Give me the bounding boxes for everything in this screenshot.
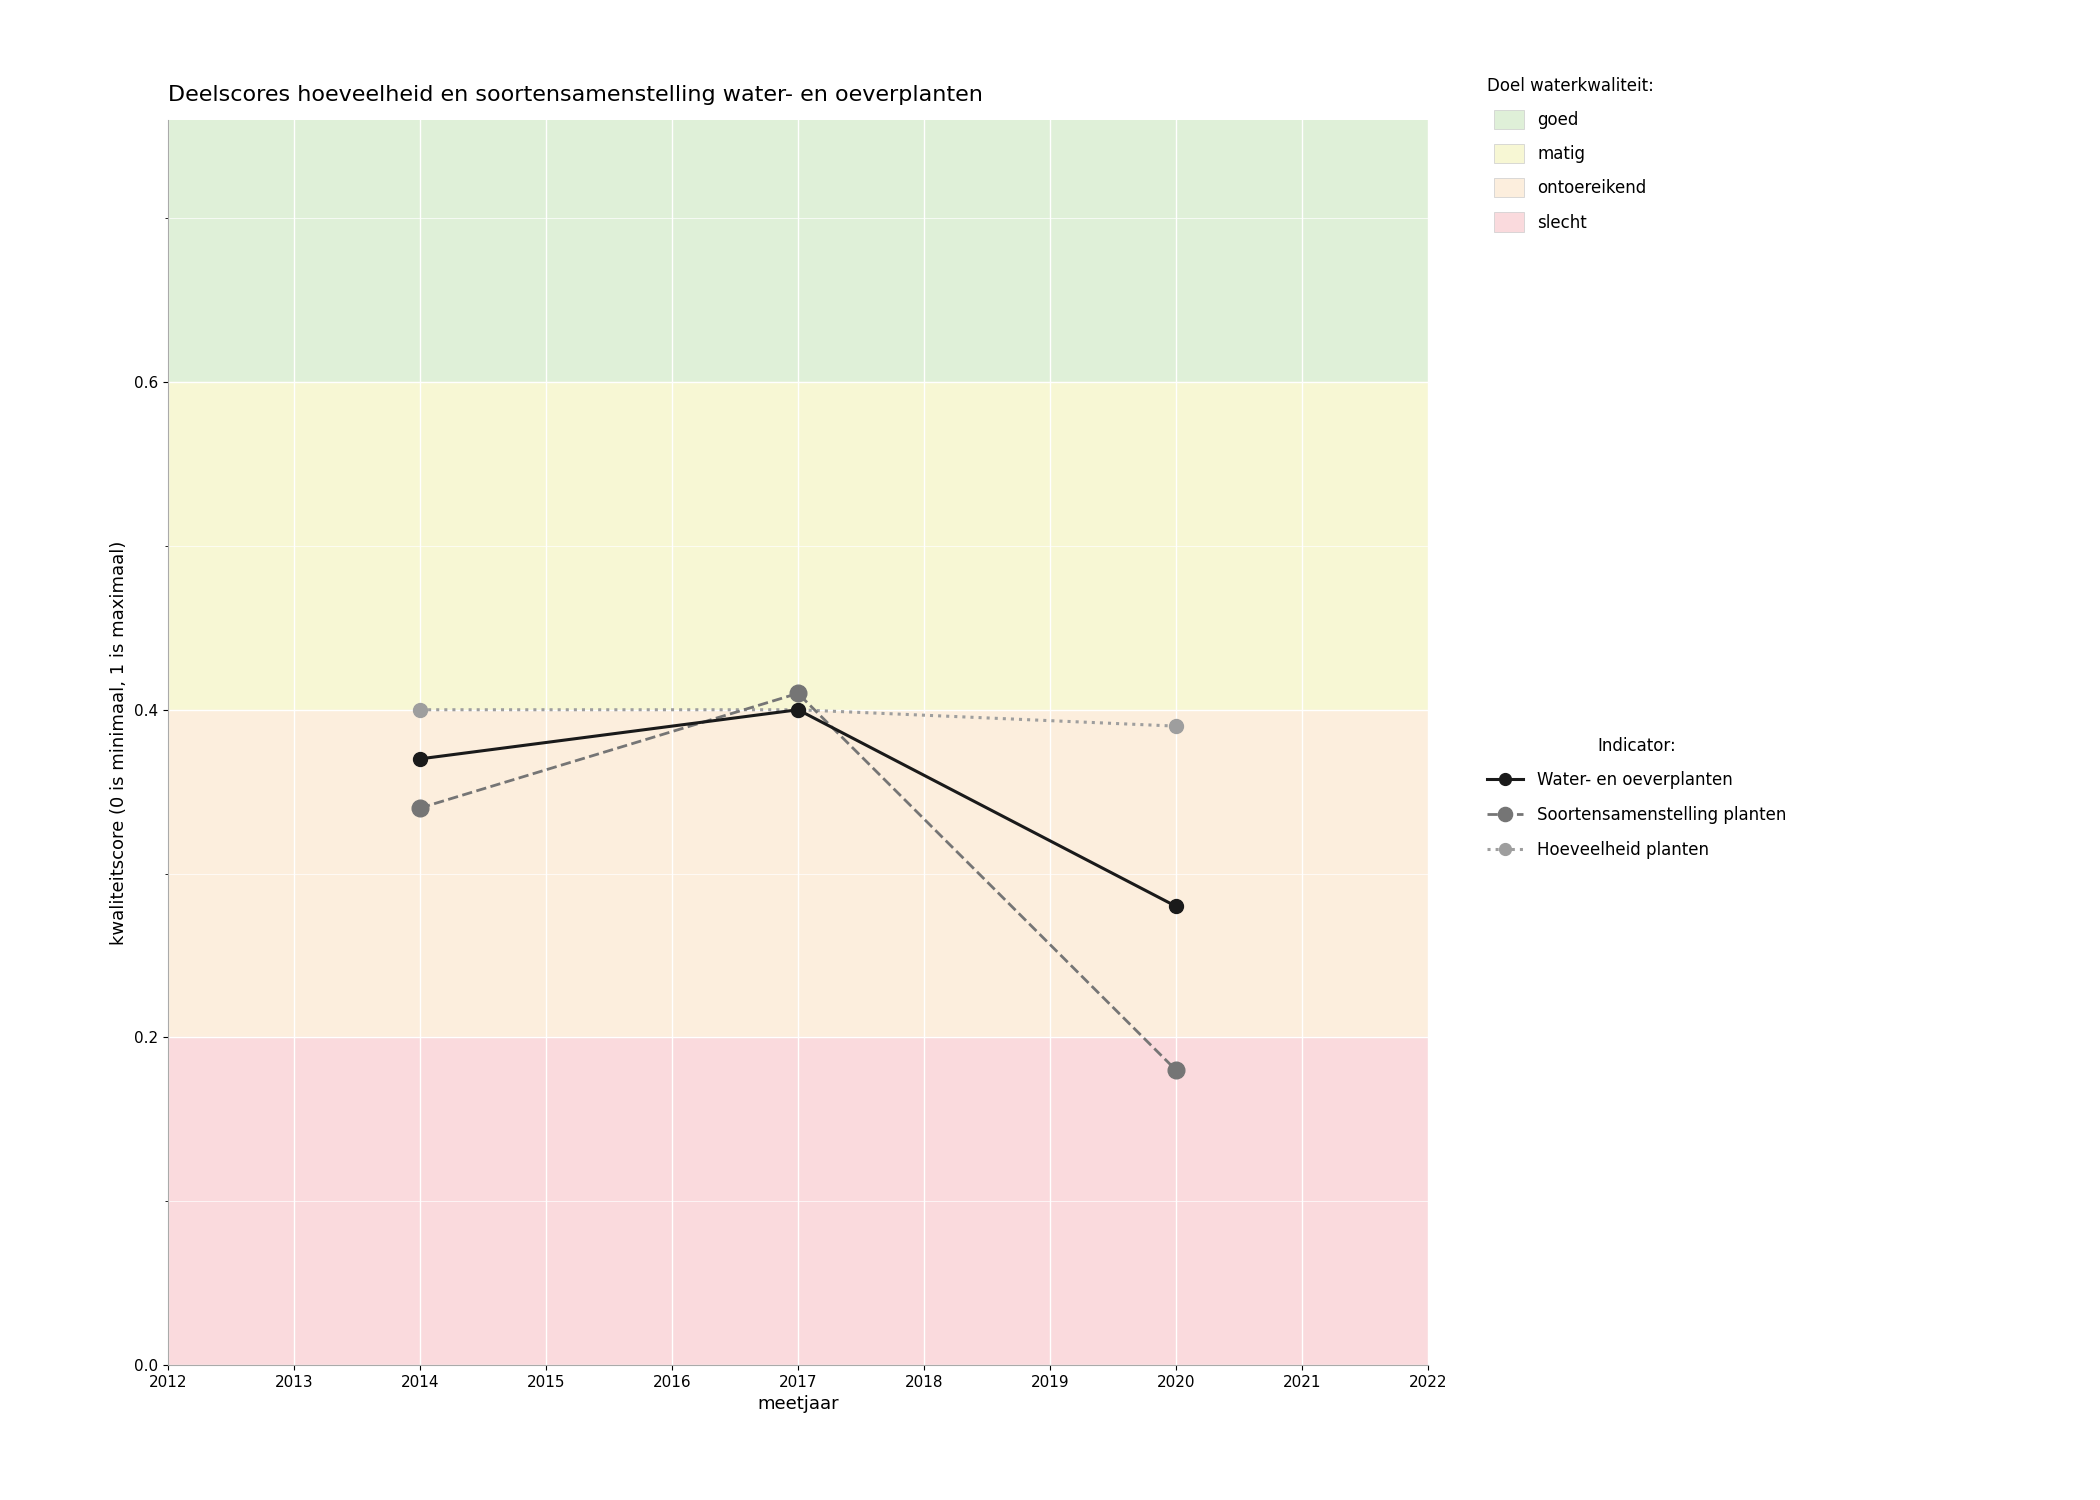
Bar	[168, 382, 1428, 710]
Legend: Water- en oeverplanten, Soortensamenstelling planten, Hoeveelheid planten: Water- en oeverplanten, Soortensamenstel…	[1478, 729, 1793, 867]
Legend: goed, matig, ontoereikend, slecht: goed, matig, ontoereikend, slecht	[1478, 69, 1661, 240]
Text: Deelscores hoeveelheid en soortensamenstelling water- en oeverplanten: Deelscores hoeveelheid en soortensamenst…	[168, 84, 983, 105]
X-axis label: meetjaar: meetjaar	[758, 1395, 838, 1413]
Bar	[168, 1038, 1428, 1365]
Y-axis label: kwaliteitscore (0 is minimaal, 1 is maximaal): kwaliteitscore (0 is minimaal, 1 is maxi…	[111, 540, 128, 945]
Bar	[168, 710, 1428, 1038]
Bar	[168, 120, 1428, 382]
